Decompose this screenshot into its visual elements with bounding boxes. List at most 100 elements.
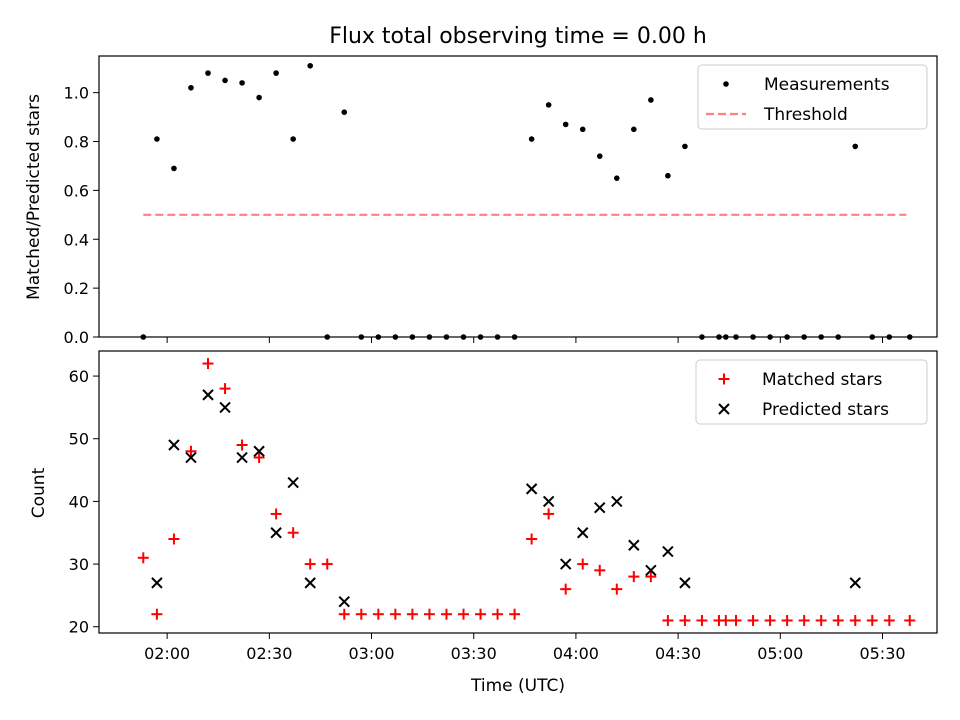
data-point (645, 571, 657, 583)
data-point (631, 126, 637, 133)
data-point (185, 445, 197, 457)
y-tick-label: 0.2 (64, 279, 89, 298)
bottom-plot-area: 20 30 40 50 60 02:00 02:30 03:00 03:30 04:00 04:30… (69, 350, 938, 663)
data-point (509, 608, 521, 620)
x-tick-label: 04:30 (655, 644, 701, 663)
series-2 (151, 389, 861, 608)
x-tick-label: 02:00 (144, 644, 190, 663)
data-point (202, 358, 214, 370)
data-point (426, 334, 433, 340)
data-point (716, 334, 722, 340)
data-point (849, 577, 861, 589)
data-point (392, 334, 399, 340)
y-tick-label: 0.8 (64, 133, 89, 152)
data-point (324, 334, 331, 340)
data-point (648, 97, 654, 103)
data-point (662, 614, 674, 626)
data-point (304, 558, 316, 570)
data-point (818, 334, 824, 340)
bottom-panel: 20 30 40 50 60 02:00 02:30 03:00 03:30 04:00 04:30… (29, 350, 938, 696)
data-point (832, 614, 844, 626)
data-point (270, 508, 282, 520)
data-point (525, 483, 538, 495)
top-plot-area: 0.0 0.2 0.4 0.6 0.8 1.0 (64, 55, 938, 347)
data-point (140, 334, 147, 340)
x-tick-label: 02:30 (246, 644, 292, 663)
series-1 (140, 62, 913, 340)
data-point (611, 495, 623, 508)
data-point (236, 439, 248, 451)
data-point (460, 334, 467, 340)
data-point (222, 77, 228, 84)
data-point (559, 558, 572, 570)
data-point (406, 608, 418, 620)
data-point (906, 334, 913, 340)
data-point (781, 614, 793, 626)
data-point (733, 334, 739, 340)
data-point (355, 608, 367, 620)
data-point (168, 439, 180, 451)
data-point (492, 608, 504, 620)
data-point (722, 334, 729, 340)
top-y-axis-label: Matched/Predicted stars (24, 94, 44, 300)
x-tick-label: 03:30 (451, 644, 497, 663)
data-point (511, 334, 518, 340)
data-point (526, 533, 538, 545)
data-point (886, 334, 893, 340)
data-point (409, 334, 416, 340)
data-point (494, 334, 501, 340)
data-point (801, 334, 807, 340)
y-tick-label: 0.4 (64, 230, 89, 249)
y-tick-label: 0.6 (64, 181, 89, 200)
data-point (307, 62, 314, 69)
data-point (219, 383, 231, 395)
data-point (784, 334, 790, 340)
data-point (287, 476, 299, 489)
data-point (596, 153, 603, 159)
data-point (290, 136, 296, 142)
data-point (528, 136, 535, 142)
data-point (475, 608, 487, 620)
data-point (662, 545, 674, 558)
legend-item: Matched stars (718, 370, 882, 390)
data-point (579, 126, 586, 133)
data-point (665, 172, 671, 179)
data-point (440, 608, 452, 620)
data-point (273, 70, 279, 76)
data-point (205, 70, 211, 76)
data-point (236, 451, 248, 464)
data-point (477, 334, 484, 340)
data-point (375, 334, 382, 340)
y-tick-label: 60 (69, 367, 89, 386)
data-point (560, 583, 572, 595)
data-point (270, 527, 282, 539)
data-point (321, 558, 333, 570)
legend-box (695, 359, 928, 425)
data-point (562, 121, 569, 128)
data-point (239, 80, 245, 86)
data-point (543, 508, 555, 520)
data-point (750, 334, 756, 340)
data-point (866, 614, 878, 626)
data-point (443, 334, 450, 340)
y-tick-label: 30 (69, 555, 89, 574)
data-point (542, 495, 555, 508)
y-tick-label: 50 (69, 430, 89, 449)
data-point (611, 583, 623, 595)
legend-item: Measurements (723, 75, 890, 95)
data-point (835, 334, 842, 340)
data-point (338, 608, 350, 620)
data-point (338, 595, 350, 608)
legend-marker (723, 81, 729, 87)
top-panel: Flux total observing time = 0.00 h 0.00.… (24, 24, 938, 347)
data-point (613, 175, 620, 181)
data-point (287, 527, 299, 539)
data-point (869, 334, 876, 340)
data-point (457, 608, 469, 620)
data-point (219, 401, 231, 414)
data-point (423, 608, 435, 620)
plot-frame (98, 55, 938, 338)
data-point (389, 608, 401, 620)
legend-label: Matched stars (762, 370, 882, 390)
